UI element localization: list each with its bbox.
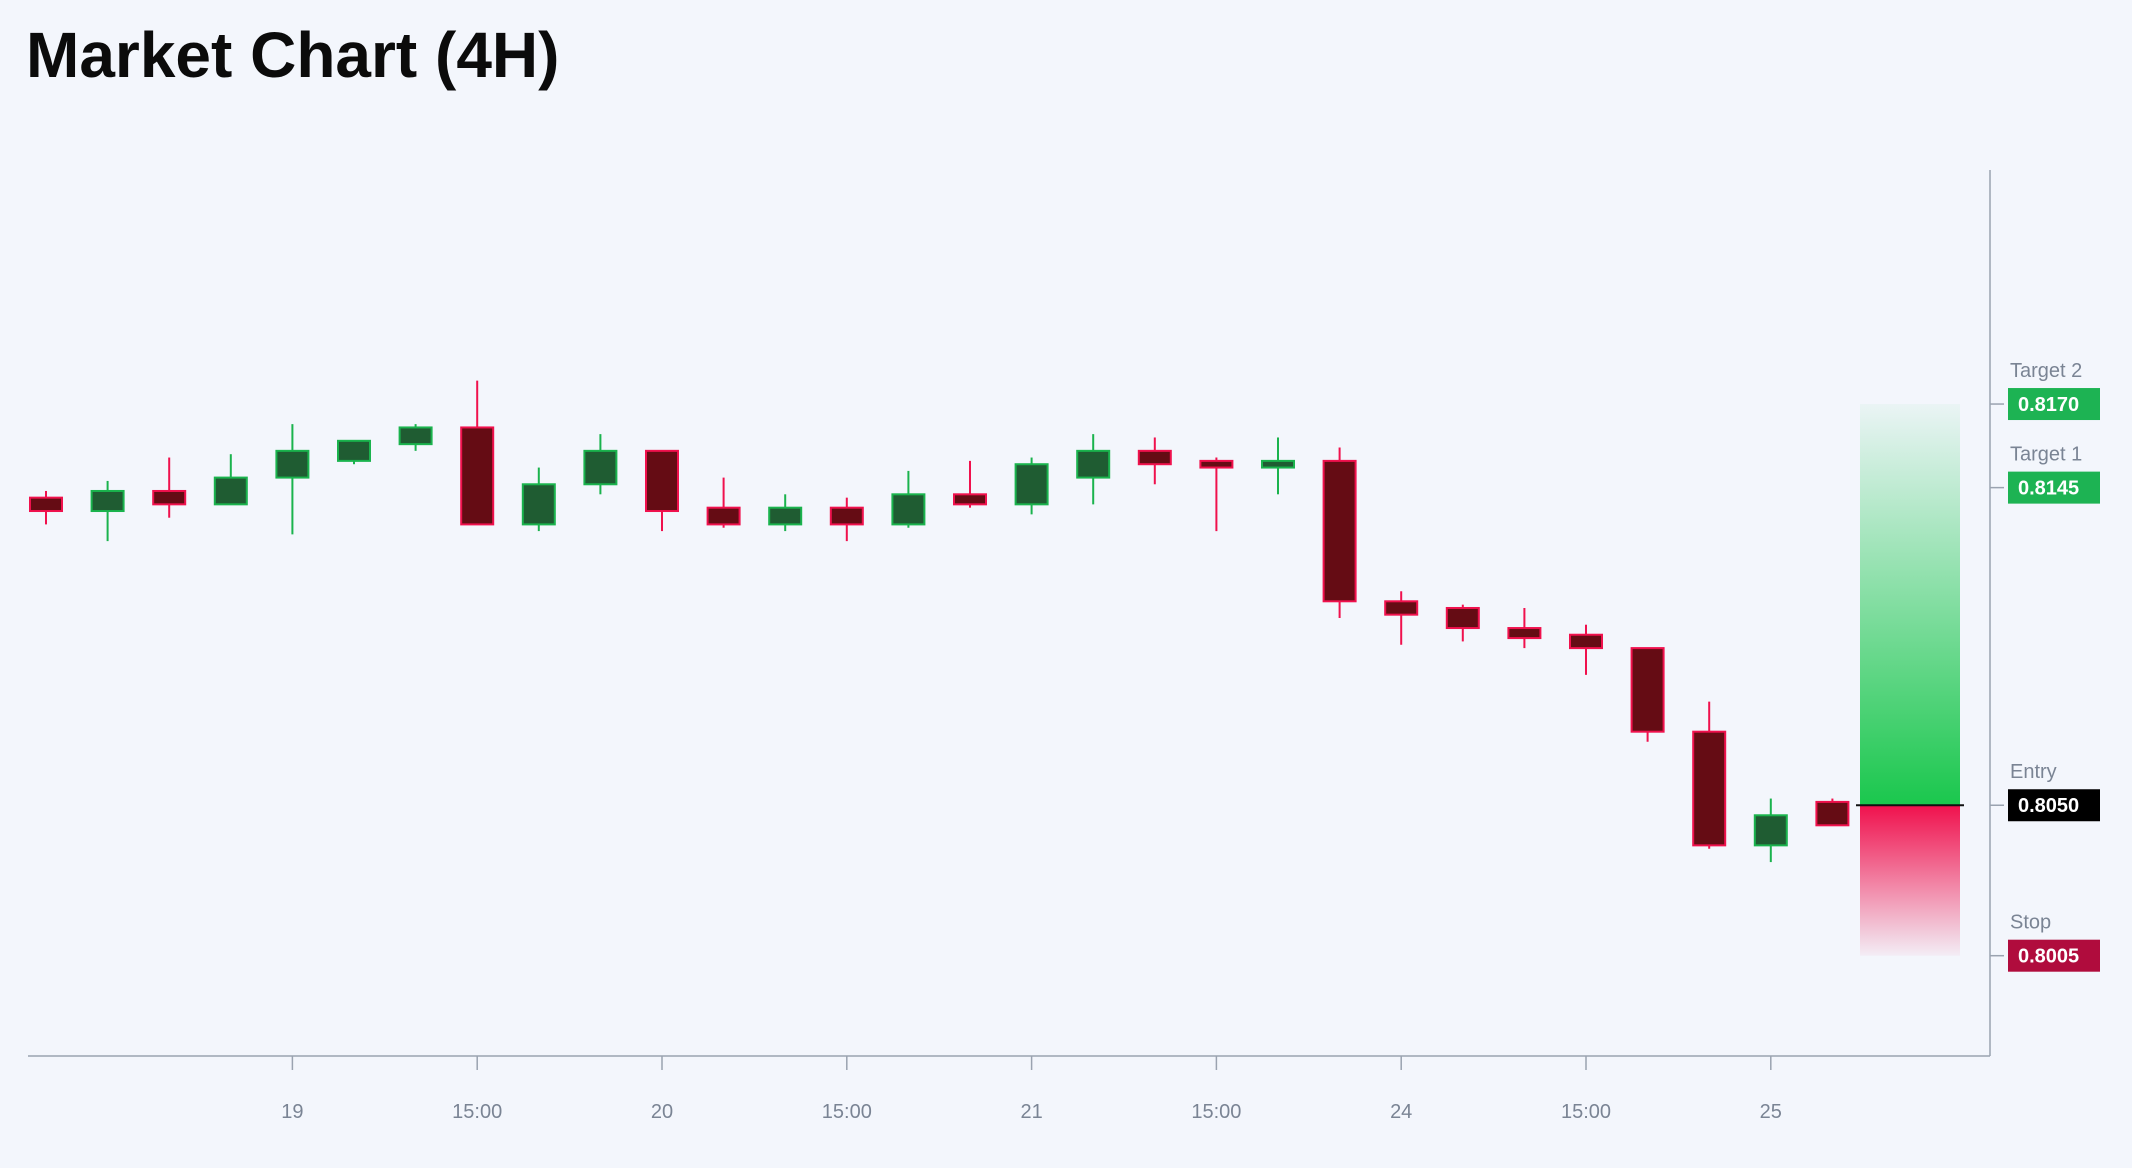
level-label: Entry (2010, 761, 2057, 783)
x-tick-label: 15:00 (452, 1101, 502, 1123)
candle-body (1753, 814, 1788, 847)
level-label: Target 1 (2010, 444, 2082, 466)
x-tick-label: 19 (281, 1101, 303, 1123)
risk-reward-zone (1856, 404, 1964, 956)
level-badge (2008, 939, 2100, 972)
x-tick-label: 20 (651, 1101, 673, 1123)
candle (1815, 798, 1850, 827)
level-value: 0.8005 (2018, 946, 2079, 968)
candle-body (1630, 647, 1665, 733)
candle-body (1692, 730, 1727, 847)
candle (1692, 701, 1727, 849)
candle (521, 467, 556, 532)
candle-body (1815, 800, 1850, 827)
candle (29, 490, 63, 525)
page-title: Market Chart (4H) (26, 19, 560, 91)
candle (891, 470, 926, 528)
candle (152, 457, 187, 518)
candle-body (583, 449, 618, 486)
candle-body (1445, 606, 1480, 630)
level-badge (2008, 471, 2100, 504)
level-label: Target 2 (2010, 360, 2082, 382)
candle-body (1137, 449, 1172, 466)
x-tick-label: 24 (1390, 1101, 1412, 1123)
candle-body (1384, 600, 1419, 616)
loss-zone (1860, 805, 1960, 956)
candle-body (706, 506, 741, 526)
x-tick-label: 25 (1760, 1101, 1782, 1123)
candle (1445, 604, 1480, 642)
candle (1569, 624, 1603, 675)
candle-body (891, 493, 926, 526)
candle-body (460, 426, 495, 526)
candle-body (1569, 633, 1603, 650)
level-value: 0.8145 (2018, 478, 2079, 500)
levels-group: Target 2 0.8170 Target 1 0.8145 Entry 0.8050 S… (1990, 360, 2100, 972)
candle (1076, 434, 1111, 505)
candle (1507, 607, 1542, 649)
candle-body (1322, 459, 1357, 603)
candle (768, 494, 803, 532)
candle (398, 424, 433, 451)
candle-body (152, 489, 187, 506)
level-badge (2008, 388, 2100, 421)
candle-body (1199, 459, 1234, 469)
candle (1199, 457, 1234, 532)
candle-body (1014, 463, 1049, 506)
candle-body (645, 449, 679, 513)
candle (1322, 447, 1357, 619)
candle (953, 460, 987, 508)
candle-body (398, 426, 433, 446)
candle-body (337, 439, 371, 462)
candle (213, 454, 248, 506)
level-value: 0.8050 (2018, 795, 2079, 817)
candle (460, 380, 495, 526)
candle (829, 497, 864, 542)
candle (1137, 437, 1172, 485)
candle-body (1076, 449, 1111, 479)
candle (706, 477, 741, 528)
candle-body (1261, 459, 1295, 469)
level-label: Stop (2010, 912, 2051, 934)
candle (275, 424, 310, 535)
candle (1630, 647, 1665, 742)
x-tick-label: 15:00 (1191, 1101, 1241, 1123)
axes-group: 19 15:00 20 15:00 21 15:00 24 15:00 25 (28, 170, 1991, 1123)
profit-zone (1860, 404, 1960, 806)
candle-body (275, 449, 310, 479)
candle (1384, 591, 1419, 645)
candle-body (953, 493, 987, 506)
candle (1753, 798, 1788, 863)
level-badge (2008, 789, 2100, 822)
candle-body (90, 489, 125, 513)
candle-body (1507, 627, 1542, 640)
candles-group (29, 380, 1850, 863)
candle-body (213, 476, 248, 506)
candle (337, 439, 371, 465)
candle (1014, 457, 1049, 515)
candle-body (521, 483, 556, 526)
candle (583, 434, 618, 495)
candle-body (829, 506, 864, 526)
x-tick-label: 15:00 (822, 1101, 872, 1123)
level-value: 0.8170 (2018, 394, 2079, 416)
candle-body (768, 506, 803, 526)
candle (90, 480, 125, 542)
x-tick-label: 15:00 (1561, 1101, 1611, 1123)
x-tick-label: 21 (1020, 1101, 1042, 1123)
candle (645, 449, 679, 532)
candle-body (29, 496, 63, 513)
candle (1261, 437, 1295, 495)
